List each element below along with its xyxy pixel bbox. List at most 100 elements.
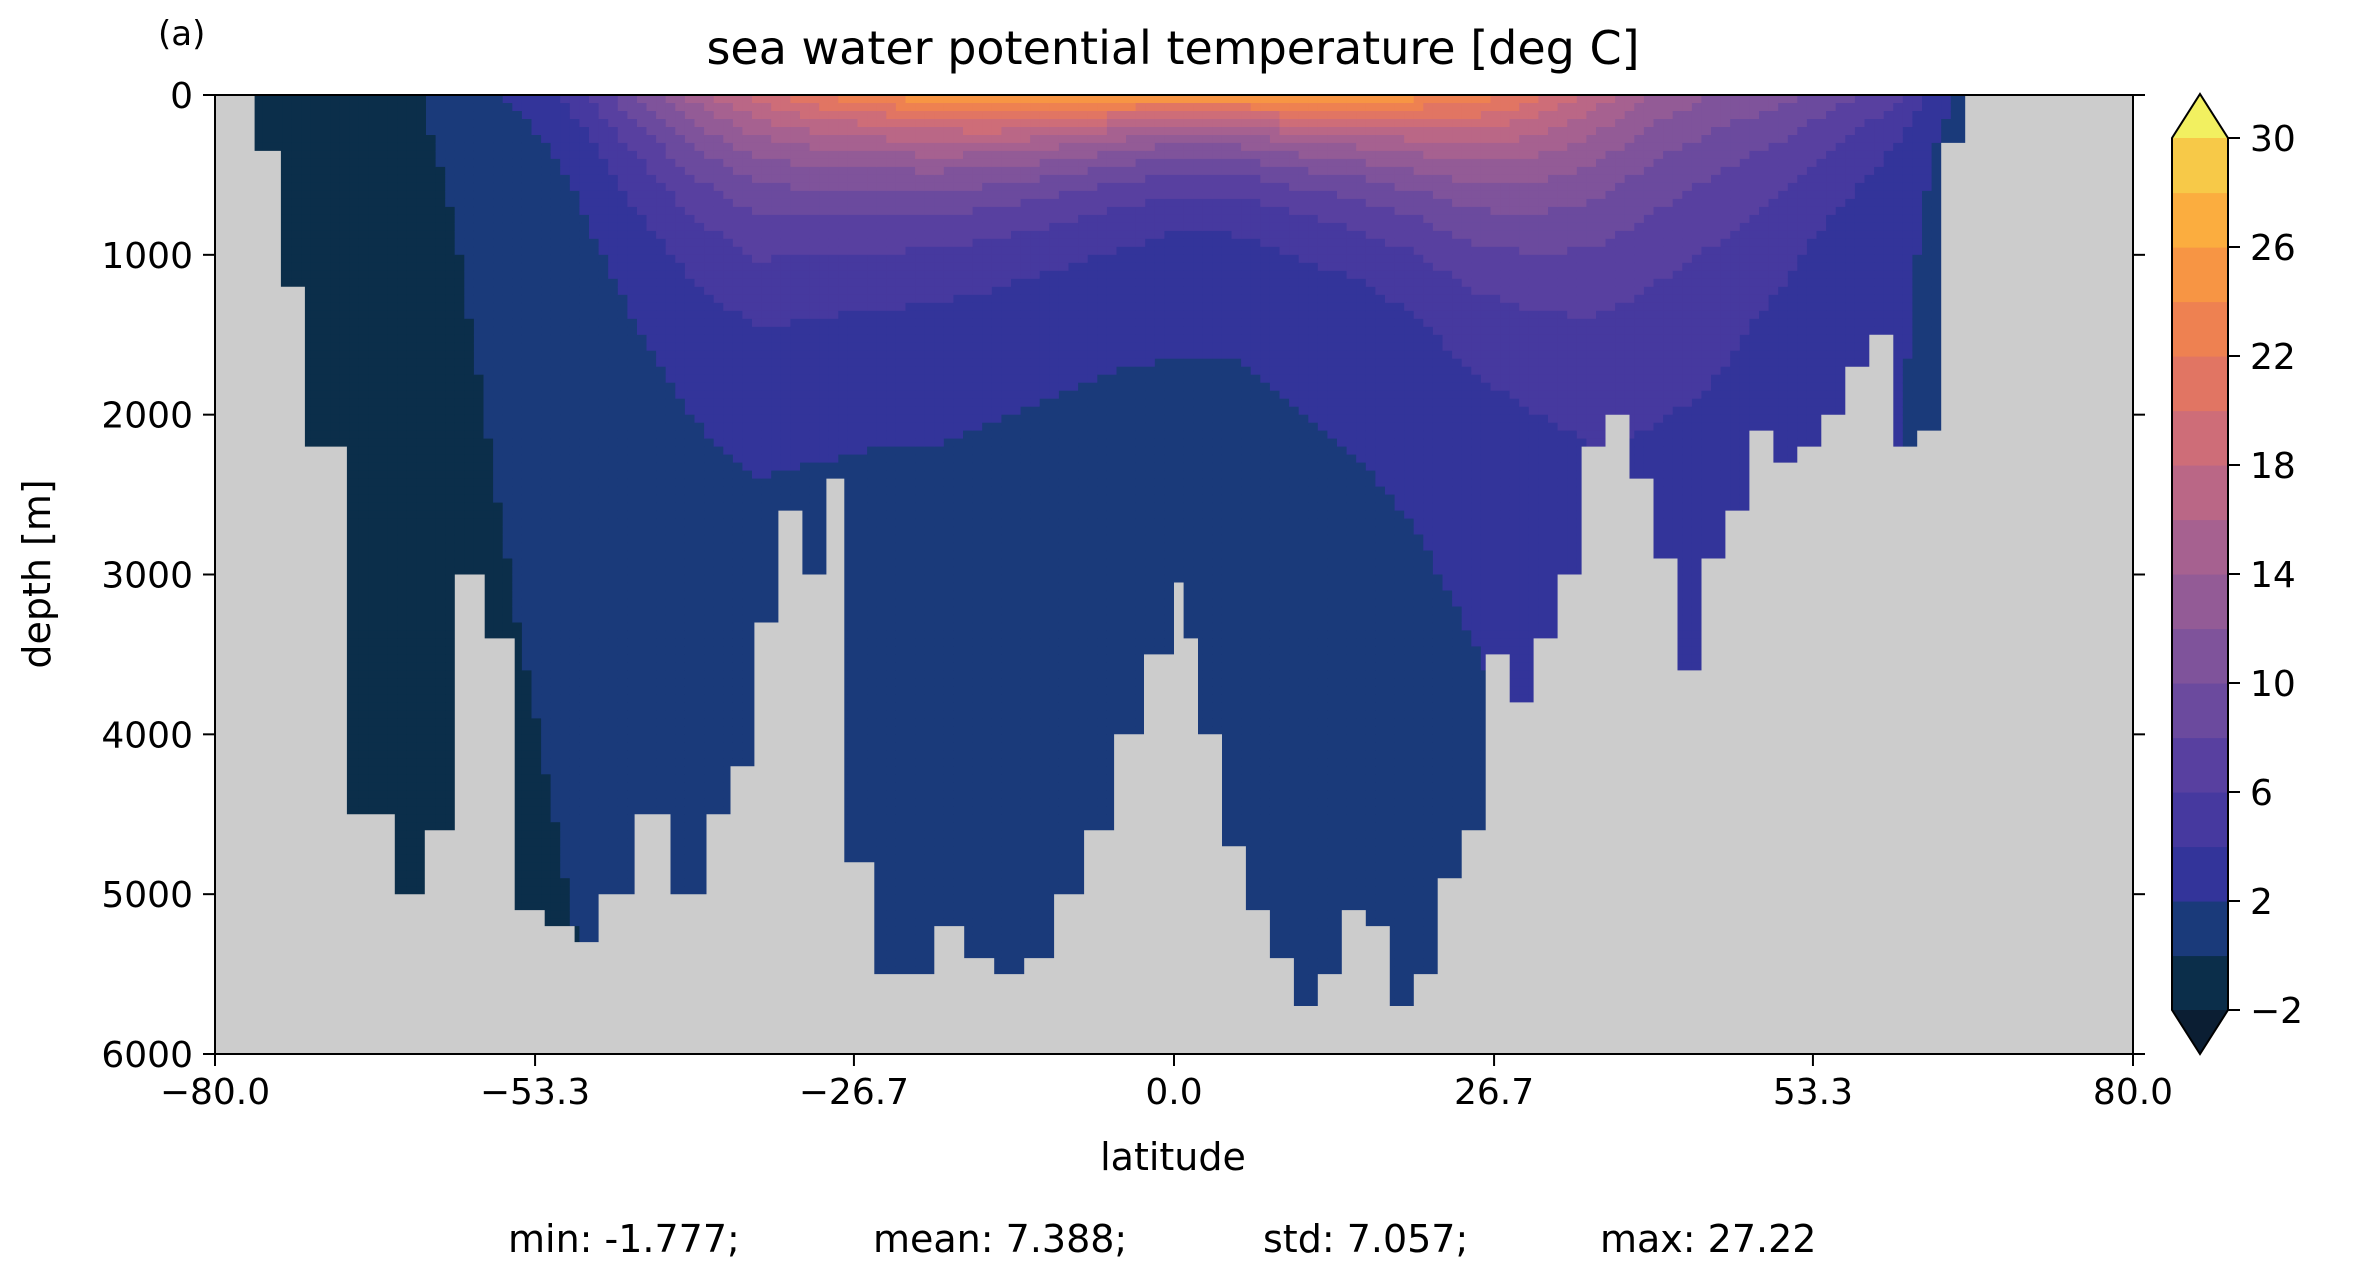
heatmap-cell — [282, 214, 293, 224]
heatmap-cell — [521, 862, 533, 871]
heatmap-cell — [378, 806, 389, 815]
heatmap-cell — [397, 366, 408, 376]
heatmap-cell — [589, 846, 600, 855]
heatmap-cell — [531, 558, 542, 568]
heatmap-cell — [406, 310, 417, 320]
heatmap-cell — [426, 662, 437, 671]
heatmap-cell — [445, 95, 456, 104]
heatmap-cell — [301, 230, 312, 240]
heatmap-cell — [378, 230, 389, 240]
heatmap-cell — [531, 462, 542, 472]
heatmap-cell — [579, 406, 590, 416]
heatmap-cell — [560, 246, 571, 256]
heatmap-cell — [569, 798, 580, 807]
heatmap-cell — [349, 702, 360, 711]
heatmap-cell — [569, 262, 580, 272]
heatmap-cell — [445, 422, 456, 432]
heatmap-cell — [560, 646, 571, 655]
heatmap-cell — [416, 782, 427, 791]
heatmap-cell — [349, 103, 360, 112]
heatmap-cell — [387, 278, 398, 288]
heatmap-cell — [483, 574, 494, 584]
heatmap-cell — [397, 654, 408, 663]
heatmap-cell — [397, 862, 408, 871]
heatmap-cell — [454, 158, 465, 168]
heatmap-cell — [406, 758, 417, 767]
heatmap-cell — [320, 142, 331, 152]
heatmap-cell — [483, 150, 494, 160]
heatmap-cell — [435, 622, 446, 632]
heatmap-cell — [589, 694, 600, 703]
heatmap-cell — [378, 446, 389, 456]
heatmap-cell — [550, 654, 561, 663]
heatmap-cell — [473, 390, 485, 400]
heatmap-cell — [378, 766, 389, 775]
heatmap-cell — [579, 119, 590, 128]
heatmap-cell — [330, 254, 341, 264]
heatmap-cell — [349, 214, 360, 224]
heatmap-cell — [598, 446, 609, 456]
heatmap-cell — [368, 582, 379, 592]
heatmap-cell — [358, 438, 369, 448]
heatmap-cell — [454, 326, 465, 336]
heatmap-cell — [445, 438, 456, 448]
heatmap-cell — [560, 142, 571, 152]
heatmap-cell — [521, 310, 533, 320]
heatmap-cell — [445, 358, 456, 368]
heatmap-cell — [387, 518, 398, 528]
heatmap-cell — [598, 838, 609, 847]
heatmap-cell — [339, 318, 350, 328]
heatmap-cell — [589, 350, 600, 360]
heatmap-cell — [349, 542, 360, 552]
heatmap-cell — [464, 119, 475, 128]
heatmap-cell — [579, 150, 590, 160]
heatmap-cell — [416, 726, 427, 735]
heatmap-cell — [560, 206, 571, 216]
heatmap-cell — [378, 166, 389, 176]
heatmap-cell — [512, 822, 523, 831]
heatmap-cell — [358, 654, 369, 663]
heatmap-cell — [512, 398, 523, 408]
heatmap-cell — [598, 111, 609, 120]
heatmap-cell — [378, 694, 389, 703]
heatmap-cell — [521, 270, 533, 280]
heatmap-cell — [358, 286, 369, 296]
heatmap-cell — [358, 422, 369, 432]
heatmap-cell — [608, 158, 619, 168]
heatmap-cell — [560, 310, 571, 320]
heatmap-cell — [598, 526, 609, 536]
heatmap-cell — [406, 150, 417, 160]
heatmap-cell — [531, 190, 542, 200]
heatmap-cell — [560, 782, 571, 791]
heatmap-cell — [579, 182, 590, 192]
heatmap-cell — [589, 598, 600, 608]
heatmap-cell — [426, 350, 437, 360]
heatmap-cell — [521, 334, 533, 344]
heatmap-cell — [483, 446, 494, 456]
heatmap-cell — [397, 790, 408, 799]
heatmap-cell — [608, 502, 619, 512]
heatmap-cell — [541, 262, 552, 272]
heatmap-cell — [531, 198, 542, 208]
heatmap-cell — [368, 558, 379, 568]
heatmap-cell — [262, 111, 274, 120]
heatmap-cell — [320, 286, 331, 296]
heatmap-cell — [512, 230, 523, 240]
heatmap-cell — [339, 222, 350, 232]
heatmap-cell — [531, 422, 542, 432]
heatmap-cell — [416, 798, 427, 807]
heatmap-cell — [521, 806, 533, 815]
heatmap-cell — [483, 534, 494, 544]
heatmap-cell — [560, 182, 571, 192]
heatmap-cell — [349, 95, 360, 104]
heatmap-cell — [445, 166, 456, 176]
heatmap-cell — [550, 726, 561, 735]
heatmap-cell — [569, 310, 580, 320]
heatmap-cell — [387, 358, 398, 368]
heatmap-cell — [426, 374, 437, 384]
heatmap-cell — [339, 103, 350, 112]
heatmap-cell — [531, 182, 542, 192]
heatmap-cell — [435, 382, 446, 392]
heatmap-cell — [579, 350, 590, 360]
heatmap-cell — [368, 294, 379, 304]
